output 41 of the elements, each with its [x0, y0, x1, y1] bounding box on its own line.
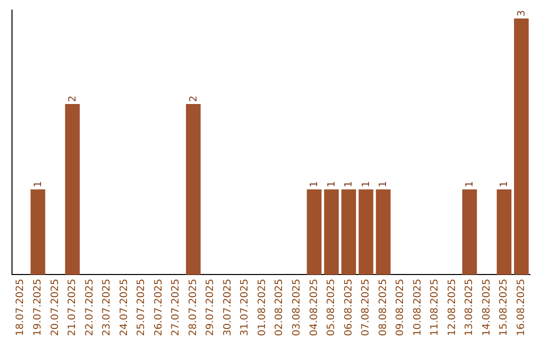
- x-tick-label: 03.08.2025: [291, 278, 302, 336]
- x-tick-label: 10.08.2025: [412, 278, 424, 336]
- x-tick-label: 02.08.2025: [274, 278, 286, 336]
- data-label: 3: [516, 10, 528, 17]
- x-tick-label: 05.08.2025: [326, 278, 338, 336]
- x-tick-label: 31.07.2025: [240, 278, 251, 336]
- x-tick-label: 24.07.2025: [118, 278, 130, 336]
- x-tick-label: 14.08.2025: [481, 278, 492, 336]
- x-tick-label: 07.08.2025: [360, 278, 372, 336]
- data-label: 1: [309, 180, 320, 188]
- data-label: 1: [499, 180, 510, 188]
- x-tick-label: 21.07.2025: [67, 278, 78, 336]
- x-tick-label: 08.08.2025: [378, 278, 389, 336]
- x-tick-label: 15.08.2025: [498, 278, 510, 336]
- x-tick-label: 16.08.2025: [516, 278, 527, 336]
- x-tick-label: 28.07.2025: [188, 278, 199, 336]
- data-label: 1: [326, 180, 338, 188]
- x-tick-label: 06.08.2025: [343, 278, 354, 336]
- data-label: 1: [464, 180, 476, 188]
- x-tick-label: 26.07.2025: [153, 278, 164, 336]
- x-tick-label: 19.07.2025: [32, 278, 44, 336]
- data-label: 1: [378, 180, 390, 188]
- x-tick-label: 23.07.2025: [102, 278, 113, 336]
- x-tick-label: 11.08.2025: [430, 278, 441, 336]
- x-tick-label: 30.07.2025: [222, 278, 234, 336]
- data-label: 1: [32, 180, 44, 188]
- x-tick-label: 27.07.2025: [170, 278, 182, 336]
- x-tick-label: 13.08.2025: [464, 278, 476, 336]
- x-tick-label: 04.08.2025: [308, 278, 320, 336]
- data-label: 1: [360, 180, 372, 188]
- x-tick-label: 22.07.2025: [84, 278, 96, 336]
- x-tick-label: 18.07.2025: [15, 278, 26, 336]
- data-label: 2: [67, 96, 78, 102]
- x-tick-label: 25.07.2025: [136, 278, 148, 336]
- x-tick-label: 20.07.2025: [50, 278, 61, 336]
- x-tick-label: 29.07.2025: [205, 278, 216, 336]
- data-label: 2: [188, 96, 200, 102]
- x-tick-label: 12.08.2025: [446, 278, 458, 336]
- data-label: 1: [344, 180, 355, 188]
- x-tick-label: 01.08.2025: [256, 278, 268, 336]
- x-tick-label: 09.08.2025: [395, 278, 406, 336]
